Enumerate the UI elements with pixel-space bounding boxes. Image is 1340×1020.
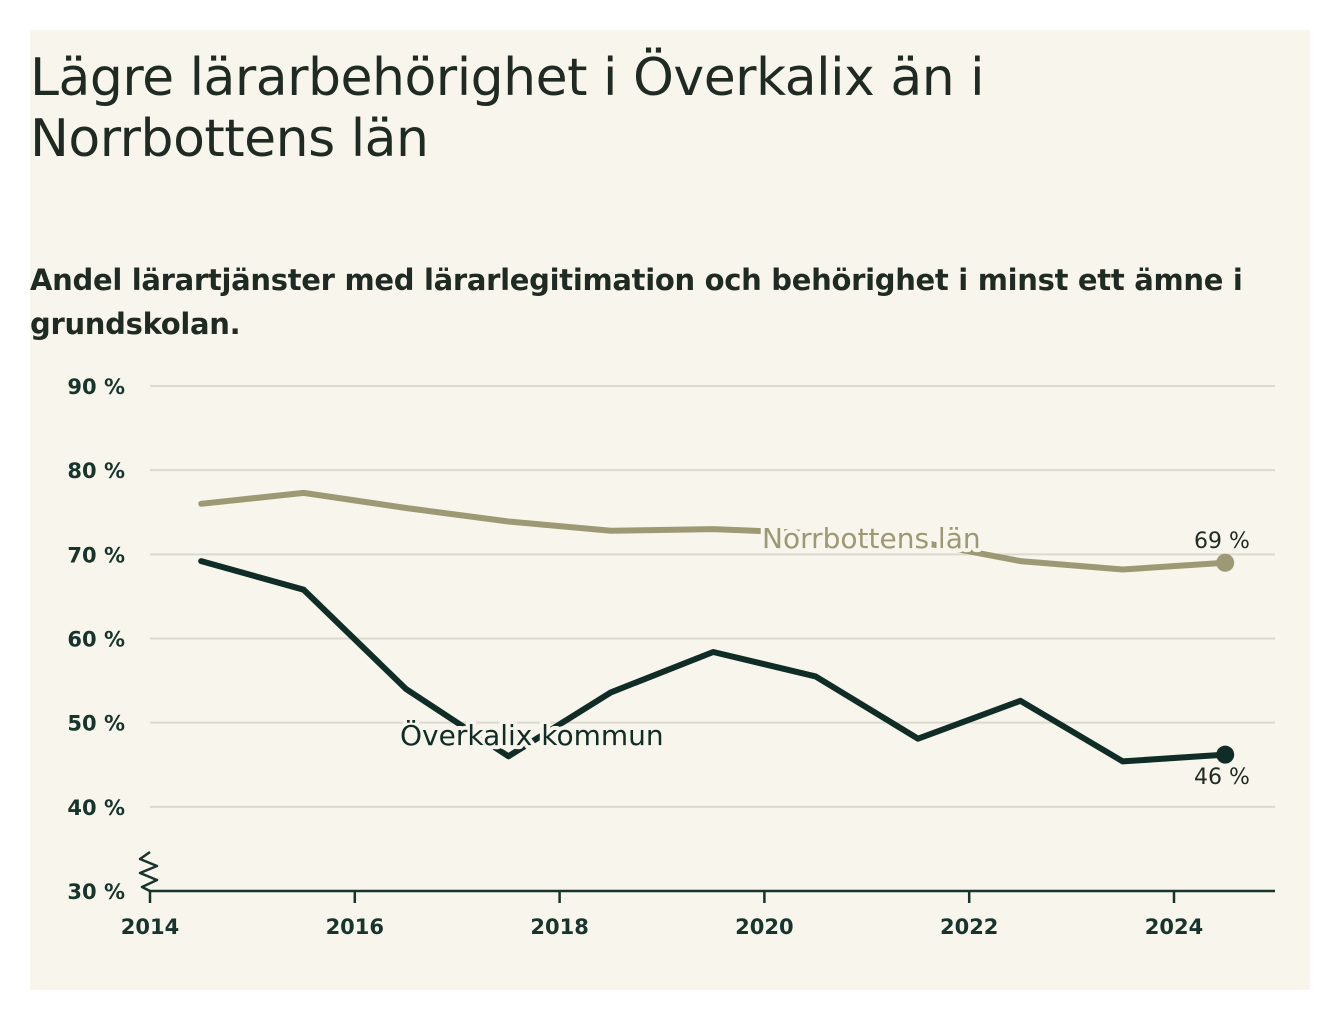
overkalix-end-value: 46 % [1194, 765, 1250, 790]
overkalix-line [198, 558, 1229, 765]
norrbotten-label: Norrbottens län [762, 522, 981, 555]
axis-break-icon [138, 850, 159, 893]
y-tick-label: 30 % [67, 880, 125, 904]
x-tick-label: 2016 [326, 915, 384, 939]
norrbotten-end-marker [1216, 553, 1235, 572]
y-tick-label: 60 % [67, 628, 125, 652]
y-tick-label: 70 % [67, 543, 125, 567]
y-tick-label: 80 % [67, 459, 125, 483]
y-tick-label: 90 % [67, 375, 125, 399]
y-tick-label: 40 % [67, 796, 125, 820]
x-tick-label: 2024 [1145, 915, 1203, 939]
chart-card [30, 30, 1310, 990]
x-tick-label: 2014 [121, 915, 179, 939]
norrbotten-end-value: 69 % [1194, 529, 1250, 554]
x-tick-label: 2018 [530, 915, 588, 939]
chart-title: Lägre lärarbehörighet i Överkalix än i N… [30, 48, 985, 169]
chart-subtitle: Andel lärartjänster med lärarlegitimatio… [30, 263, 1243, 341]
overkalix-label: Överkalix kommun [400, 718, 664, 752]
norrbotten-line [198, 489, 1229, 573]
x-tick-label: 2022 [940, 915, 998, 939]
x-tick-label: 2020 [735, 915, 793, 939]
y-tick-label: 50 % [67, 712, 125, 736]
overkalix-end-marker [1216, 745, 1235, 764]
